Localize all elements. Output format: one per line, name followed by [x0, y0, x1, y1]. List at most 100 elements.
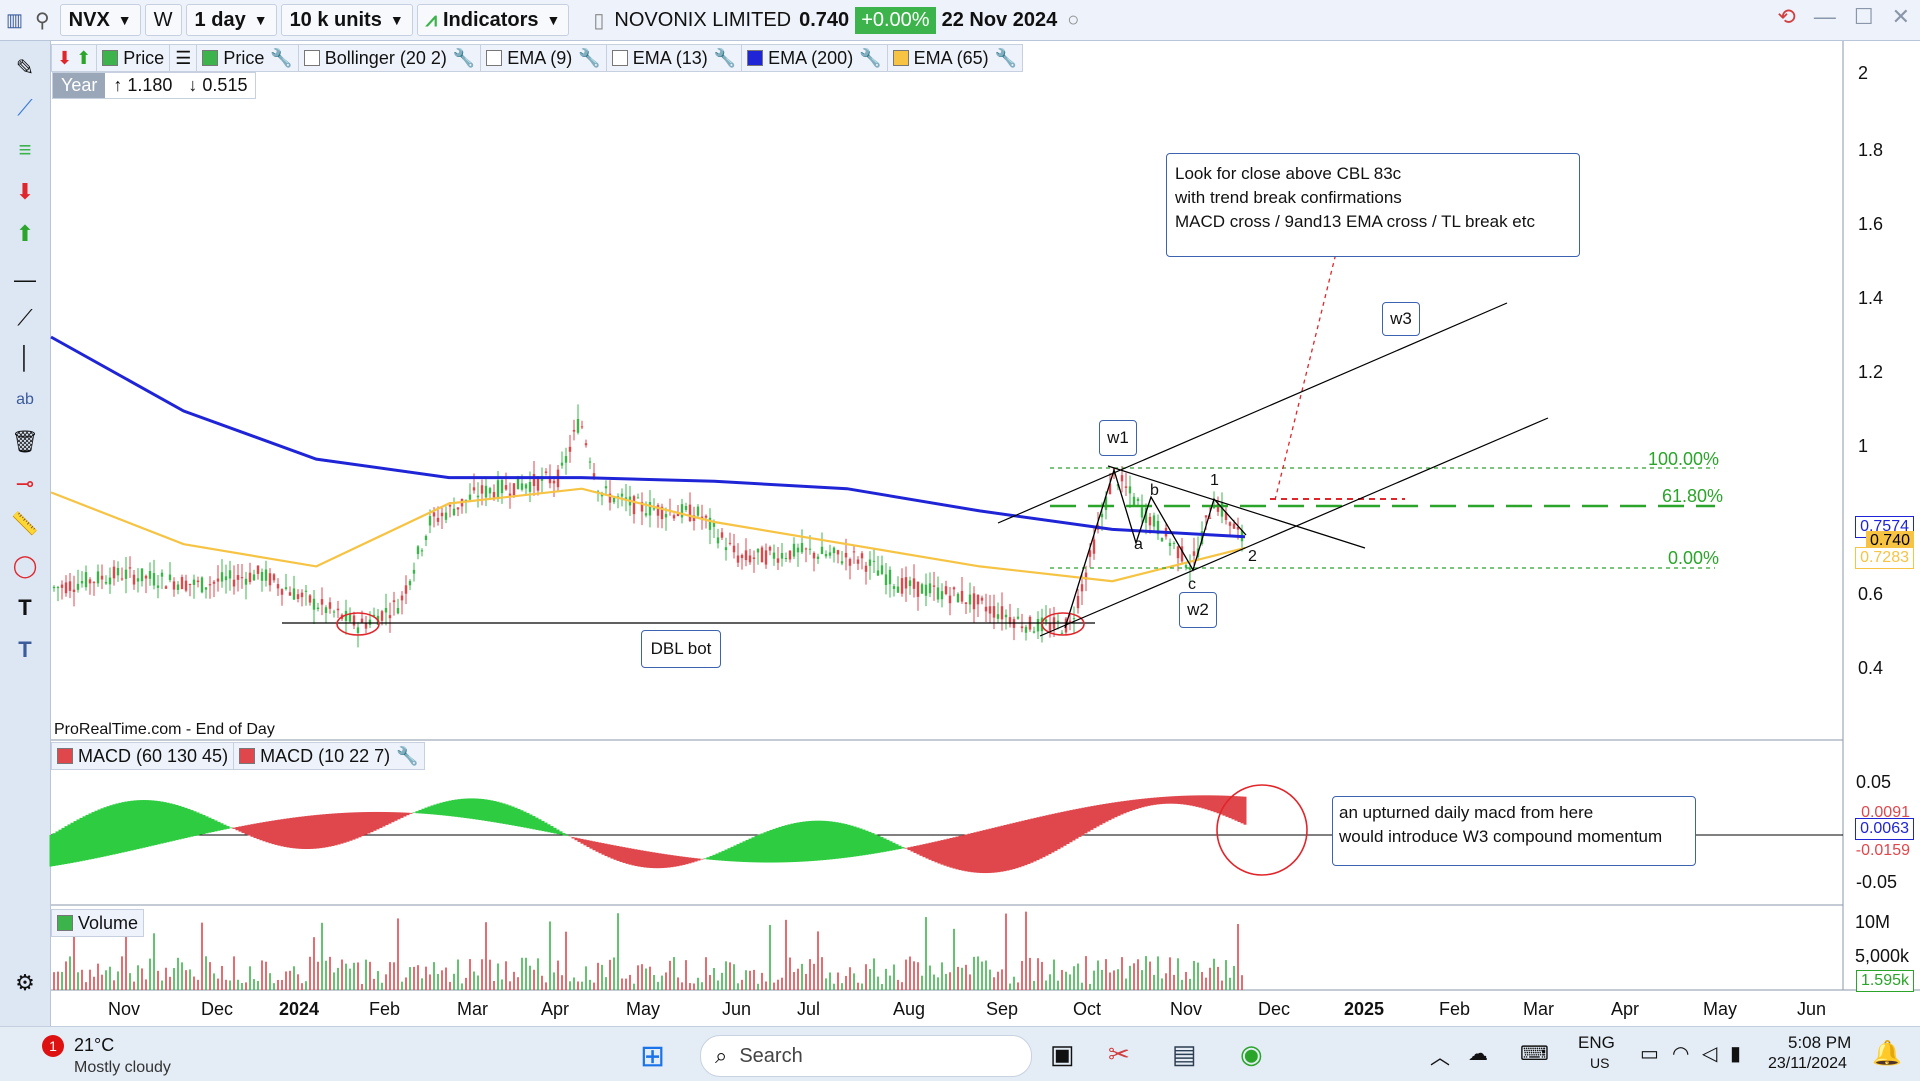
chart-canvas[interactable]: [0, 0, 1920, 1026]
language-indicator[interactable]: ENG: [1578, 1033, 1615, 1052]
candle-body: [60, 584, 64, 588]
candle-body: [772, 552, 776, 559]
horizontal-line-icon[interactable]: —: [14, 267, 36, 292]
timeframe-selector[interactable]: 1 day ▼: [185, 4, 277, 36]
wrench-icon[interactable]: 🔧: [859, 47, 882, 68]
legend-list-icon[interactable]: ☰: [170, 45, 198, 71]
ticker-selector[interactable]: NVX ▼: [59, 4, 141, 36]
snipping-tool-icon[interactable]: ✂: [1108, 1039, 1130, 1069]
alerts-icon[interactable]: ⚙: [15, 970, 35, 995]
candle-body: [576, 419, 580, 433]
instrument-info: ▯ NOVONIX LIMITED 0.740 +0.00% 22 Nov 20…: [587, 5, 1085, 35]
macd-legend-2[interactable]: MACD (10 22 7) 🔧: [234, 743, 423, 769]
legend-label: MACD (10 22 7): [260, 745, 391, 766]
search-box[interactable]: ⌕ Search: [700, 1035, 1032, 1077]
legend-label: Bollinger (20 2): [324, 47, 447, 68]
w1-label[interactable]: w1: [1099, 420, 1137, 456]
candle-body: [716, 537, 720, 544]
candle-body: [300, 592, 304, 598]
chrome-icon[interactable]: ◉: [1240, 1039, 1263, 1069]
windows-start-icon[interactable]: ⊞: [640, 1040, 666, 1073]
wave-labels-icon[interactable]: ab: [16, 391, 34, 408]
buy-arrow-icon[interactable]: ⬆: [15, 221, 35, 246]
trend-line-icon[interactable]: ⟋: [17, 305, 33, 330]
dbl-bot-label[interactable]: DBL bot: [641, 630, 721, 668]
volume-icon[interactable]: ◁: [1702, 1043, 1718, 1065]
legend-bollinger[interactable]: Bollinger (20 2) 🔧: [299, 45, 482, 71]
vertical-line-icon[interactable]: │: [18, 345, 32, 370]
weather-desc: Mostly cloudy: [74, 1059, 171, 1076]
note-main[interactable]: Look for close above CBL 83c with trend …: [1166, 153, 1580, 257]
close-icon[interactable]: ✕: [1891, 4, 1910, 29]
candle-body: [1068, 620, 1072, 623]
clock-date: 23/11/2024: [1768, 1055, 1847, 1072]
candle-body: [156, 585, 160, 588]
candle-body: [588, 461, 592, 463]
wrench-icon[interactable]: 🔧: [452, 47, 476, 68]
wrench-icon[interactable]: 🔧: [994, 47, 1018, 68]
candle-body: [240, 577, 244, 579]
tray-app-icon[interactable]: ☁: [1468, 1043, 1488, 1065]
w3-label[interactable]: w3: [1382, 302, 1420, 336]
fib-retracement-icon[interactable]: ≡: [18, 137, 32, 162]
wrench-icon[interactable]: 🔧: [713, 47, 737, 68]
ellipse-icon[interactable]: ◯: [12, 553, 38, 578]
wifi-icon[interactable]: ◠: [1672, 1043, 1690, 1065]
candle-body: [856, 559, 860, 564]
sell-arrow-icon[interactable]: ⬇: [15, 179, 35, 204]
tray-chevron-icon[interactable]: ︿: [1430, 1047, 1450, 1069]
battery-icon[interactable]: ▮: [1730, 1043, 1742, 1065]
legend-arrows[interactable]: ⬇ ⬆: [52, 45, 98, 71]
candle-body: [68, 581, 72, 591]
maximize-icon[interactable]: ☐: [1853, 4, 1874, 29]
legend-ema200[interactable]: EMA (200) 🔧: [742, 45, 888, 71]
weather-temp[interactable]: 21°C: [74, 1035, 115, 1055]
time-axis-label: May: [626, 999, 661, 1019]
candle-body: [248, 572, 252, 583]
wave-c-label: c: [1188, 576, 1196, 593]
wrench-icon[interactable]: 🔧: [396, 745, 419, 766]
ema65-tag: 0.7283: [1855, 547, 1914, 569]
candle-body: [916, 581, 920, 597]
task-view-icon[interactable]: ▣: [1050, 1039, 1075, 1069]
candle-body: [964, 602, 968, 604]
legend-ema65[interactable]: EMA (65) 🔧: [888, 45, 1022, 71]
legend-ema13[interactable]: EMA (13) 🔧: [607, 45, 743, 71]
wrench-icon[interactable]: 🔧: [270, 47, 293, 68]
refresh-icon[interactable]: ⟲: [1777, 4, 1796, 29]
w2-label[interactable]: w2: [1179, 592, 1217, 628]
pencil-icon[interactable]: ✎: [15, 55, 35, 80]
units-selector[interactable]: 10 k units ▼: [280, 4, 413, 36]
ema200-line: [50, 335, 1246, 539]
candle-body: [128, 567, 132, 569]
wrench-icon[interactable]: 🔧: [578, 47, 601, 68]
candle-body: [760, 547, 764, 563]
candle-body: [1232, 523, 1236, 529]
text-box-icon[interactable]: T: [18, 637, 32, 662]
prorealtime-app-icon[interactable]: ▤: [1172, 1039, 1197, 1069]
legend-ema9[interactable]: EMA (9) 🔧: [481, 45, 607, 71]
candle-body: [572, 429, 576, 432]
notifications-icon[interactable]: 🔔: [1872, 1040, 1902, 1067]
ruler-icon[interactable]: 📏: [11, 511, 39, 536]
candle-body: [236, 575, 240, 580]
indicators-button[interactable]: ⩘ Indicators ▼: [416, 4, 570, 36]
volume-legend-item[interactable]: Volume: [52, 910, 143, 936]
trash-icon[interactable]: 🗑: [11, 429, 39, 454]
keyboard-icon[interactable]: ⌨: [1520, 1043, 1549, 1065]
clock-time[interactable]: 5:08 PM: [1788, 1033, 1852, 1052]
candle-body: [876, 570, 880, 576]
minimize-icon[interactable]: —: [1813, 4, 1836, 29]
link-icon[interactable]: ⚲: [35, 9, 50, 32]
last-price: 0.740: [799, 8, 850, 31]
legend-price[interactable]: Price: [97, 45, 171, 71]
macd-legend-1[interactable]: MACD (60 130 45): [52, 743, 235, 769]
legend-price-2[interactable]: Price 🔧: [197, 45, 299, 71]
w-button[interactable]: W: [144, 4, 182, 36]
ray-icon[interactable]: ⊸: [15, 471, 35, 496]
display-icon[interactable]: ▭: [1640, 1043, 1659, 1065]
text-icon[interactable]: T: [18, 595, 32, 620]
macd-note[interactable]: an upturned daily macd from here would i…: [1332, 796, 1696, 866]
price-tick: 1.8: [1858, 140, 1884, 160]
fib-fan-icon[interactable]: ⟋: [17, 95, 33, 120]
